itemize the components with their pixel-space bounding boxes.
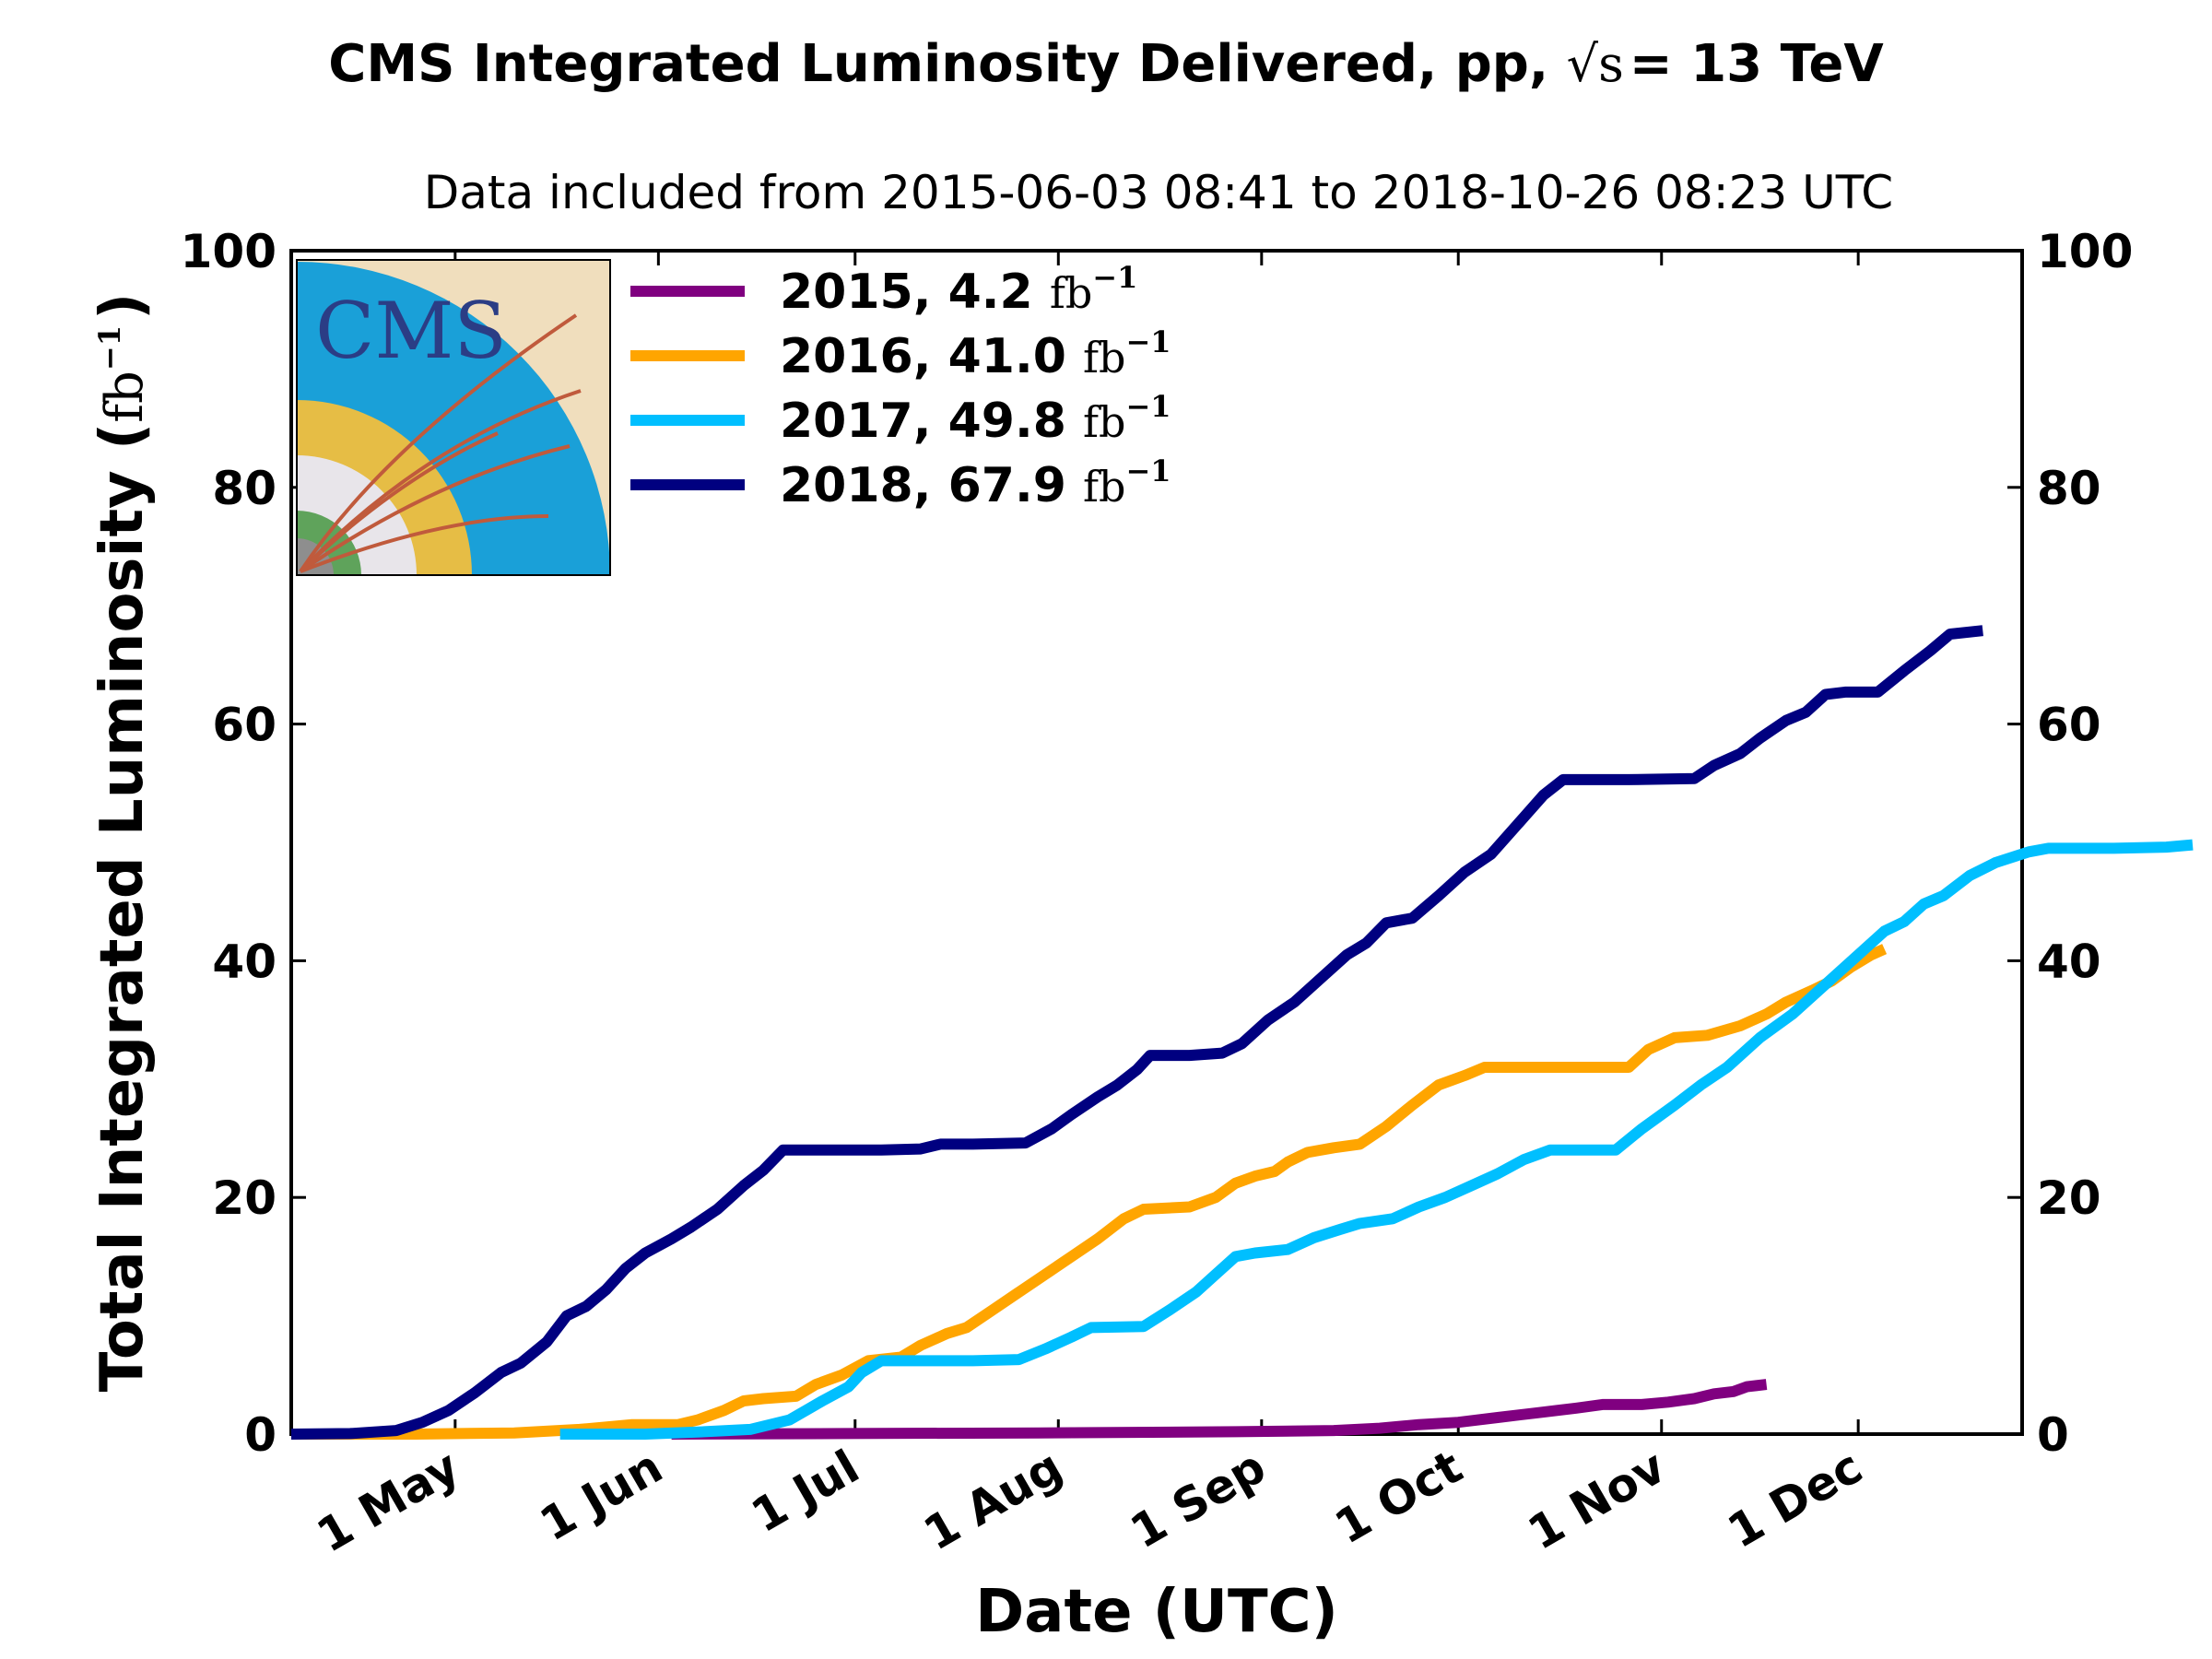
y-axis-label-close: ) bbox=[88, 293, 157, 320]
y-tick-label-right: 60 bbox=[2037, 699, 2101, 752]
legend-unit: fb bbox=[1050, 268, 1092, 318]
legend-entry-3: 2018, 67.9 fb−1 bbox=[780, 453, 1171, 513]
y-tick-label-right: 40 bbox=[2037, 935, 2101, 988]
legend-entry-1: 2016, 41.0 fb−1 bbox=[780, 324, 1171, 384]
legend-entry-0: 2015, 4.2 fb−1 bbox=[780, 260, 1137, 320]
x-tick-label: 1 Jun bbox=[531, 1440, 671, 1551]
x-tick-label: 1 Nov bbox=[1519, 1440, 1674, 1560]
y-tick-label-left: 20 bbox=[212, 1171, 276, 1225]
series-line-3 bbox=[290, 625, 1983, 1440]
legend-label: 2017, 49.8 bbox=[780, 394, 1083, 449]
legend-unit-sup: −1 bbox=[1125, 389, 1171, 424]
y-axis-label-main: Total Integrated Luminosity ( bbox=[88, 423, 157, 1393]
legend-label: 2016, 41.0 bbox=[780, 329, 1083, 384]
legend-unit-sup: −1 bbox=[1125, 453, 1171, 488]
x-tick-label: 1 Sep bbox=[1122, 1440, 1275, 1559]
chart-title-energy: = 13 TeV bbox=[1630, 34, 1885, 94]
legend-unit: fb bbox=[1083, 333, 1125, 382]
x-tick-label: 1 Jul bbox=[743, 1440, 868, 1543]
x-tick-label: 1 Oct bbox=[1326, 1440, 1471, 1554]
series-line-0 bbox=[671, 1379, 1768, 1440]
y-tick-label-right: 100 bbox=[2037, 225, 2133, 278]
legend-unit-sup: −1 bbox=[1125, 324, 1171, 359]
cms-logo-text: CMS bbox=[315, 286, 507, 376]
y-tick-label-left: 100 bbox=[181, 225, 276, 278]
y-tick-label-left: 40 bbox=[212, 935, 276, 988]
x-tick-label: 1 May bbox=[308, 1440, 467, 1563]
x-axis-label: Date (UTC) bbox=[975, 1578, 1338, 1646]
legend-unit: fb bbox=[1083, 462, 1125, 512]
y-tick-label-right: 0 bbox=[2037, 1408, 2069, 1462]
y-axis-label-unit: fb bbox=[95, 371, 155, 423]
legend-label: 2018, 67.9 bbox=[780, 458, 1083, 513]
y-tick-label-left: 0 bbox=[244, 1408, 276, 1462]
y-tick-label-right: 80 bbox=[2037, 462, 2101, 515]
x-tick-label: 1 Aug bbox=[915, 1440, 1072, 1560]
y-axis-label-sup: −1 bbox=[92, 325, 127, 371]
chart-title: CMS Integrated Luminosity Delivered, pp,… bbox=[328, 34, 1884, 94]
cms-logo: CMS bbox=[296, 259, 611, 576]
chart-title-sqrt: √s bbox=[1567, 35, 1624, 93]
y-tick-label-left: 60 bbox=[212, 699, 276, 752]
series-line-1 bbox=[291, 944, 1888, 1440]
y-axis-label: Total Integrated Luminosity (fb−1) bbox=[88, 293, 157, 1392]
chart-title-main: CMS Integrated Luminosity Delivered, pp, bbox=[328, 34, 1566, 94]
x-tick-label: 1 Dec bbox=[1719, 1440, 1871, 1559]
y-tick-label-left: 80 bbox=[212, 462, 276, 515]
legend-unit: fb bbox=[1083, 397, 1125, 447]
legend-unit-sup: −1 bbox=[1092, 260, 1137, 295]
y-tick-label-right: 20 bbox=[2037, 1171, 2101, 1225]
chart-subtitle: Data included from 2015-06-03 08:41 to 2… bbox=[424, 166, 1893, 219]
legend-entry-2: 2017, 49.8 fb−1 bbox=[780, 389, 1171, 449]
series-line-2 bbox=[559, 839, 2194, 1440]
legend-label: 2015, 4.2 bbox=[780, 265, 1050, 320]
series-layer bbox=[290, 625, 2194, 1440]
